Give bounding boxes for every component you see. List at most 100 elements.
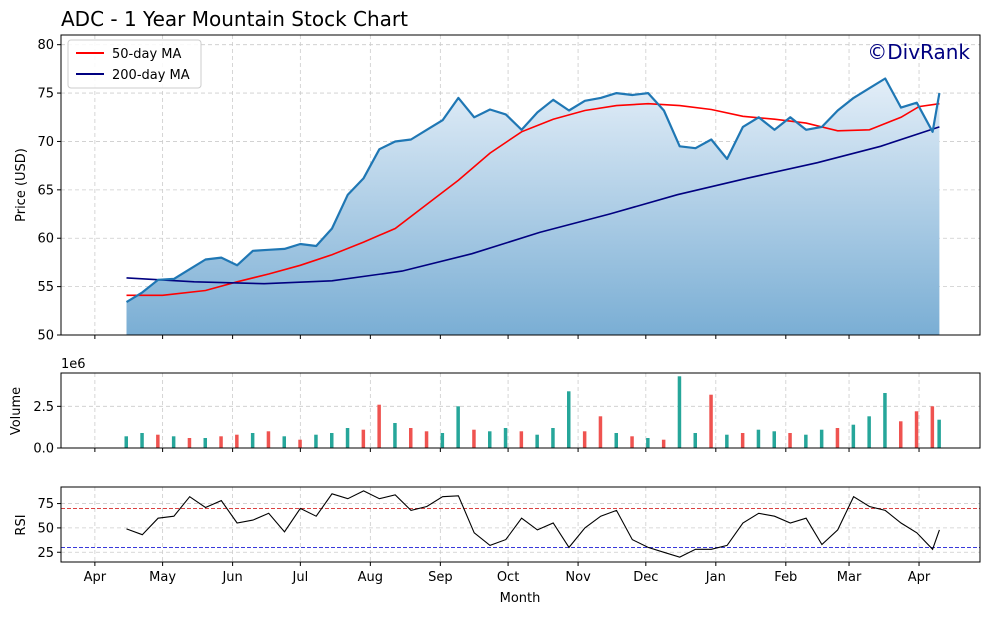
volume-bar	[646, 438, 650, 448]
x-axis-label: Month	[500, 591, 541, 606]
volume-bar	[630, 436, 634, 448]
volume-bar	[930, 406, 935, 448]
volume-bar	[709, 394, 713, 448]
x-tick-label: Jul	[292, 570, 309, 585]
volume-bar	[440, 433, 445, 448]
volume-bar	[804, 434, 808, 448]
price-y-label: Price (USD)	[14, 148, 29, 222]
volume-bar	[409, 428, 413, 448]
x-tick-label: Apr	[84, 570, 107, 585]
volume-panel: 0.0 2.5 1e6 Volume	[9, 357, 981, 457]
volume-bar	[598, 416, 603, 448]
x-tick-label: May	[149, 570, 176, 585]
volume-bar	[472, 429, 476, 448]
volume-bar	[298, 439, 302, 448]
volume-bar	[740, 433, 745, 448]
rsi-y-ticks: 25 50 75	[37, 497, 61, 561]
volume-bar	[377, 404, 381, 448]
volume-bar	[235, 434, 239, 448]
rsi-frame	[60, 486, 981, 563]
y-tick-label: 65	[37, 183, 54, 198]
volume-bar	[693, 433, 697, 448]
y-tick-label: 50	[37, 329, 54, 344]
y-tick-label: 0.0	[33, 442, 54, 457]
volume-bar	[614, 433, 618, 448]
volume-bar	[282, 436, 286, 448]
rsi-line	[126, 490, 940, 558]
volume-bar	[883, 393, 887, 448]
volume-bar	[835, 428, 840, 448]
volume-bar	[124, 436, 128, 448]
x-tick-label: Aug	[358, 570, 383, 585]
y-tick-label: 55	[37, 280, 54, 295]
volume-bar	[899, 421, 903, 448]
y-tick-label: 25	[37, 546, 54, 561]
x-tick-label: Nov	[565, 570, 591, 585]
volume-frame	[60, 372, 981, 449]
volume-bar	[819, 429, 824, 448]
watermark: ©DivRank	[867, 40, 970, 64]
legend-label-200-day-ma: 200-day MA	[112, 68, 190, 83]
volume-bar	[250, 433, 255, 448]
price-y-ticks: 50 55 60 65 70 75 80	[37, 38, 61, 344]
ma200-line	[126, 126, 940, 285]
volume-bar	[361, 429, 366, 448]
volume-bar	[266, 431, 271, 448]
price-line	[125, 77, 941, 304]
price-frame	[60, 34, 981, 336]
rsi-y-label: RSI	[14, 514, 29, 535]
x-tick-label: Apr	[908, 570, 931, 585]
volume-bars	[124, 376, 941, 448]
volume-bar	[756, 429, 761, 448]
volume-bar	[772, 431, 776, 448]
y-tick-label: 75	[37, 87, 54, 102]
x-tick-label: Jun	[221, 570, 242, 585]
volume-bar	[171, 436, 176, 448]
rsi-x-ticks: Apr May Jun Jul Aug Sep Oct Nov Dec Jan Feb Mar Apr	[84, 562, 931, 585]
volume-bar	[140, 433, 144, 448]
rsi-reference-lines	[61, 507, 980, 548]
rsi-panel: 25 50 75 Apr May Jun Jul Aug Sep Oct Nov Dec Jan Feb…	[14, 486, 981, 606]
volume-bar	[677, 376, 682, 448]
volume-bar	[456, 406, 460, 448]
volume-bar	[345, 428, 350, 448]
volume-bar	[203, 438, 207, 448]
x-tick-label: Sep	[428, 570, 453, 585]
x-tick-label: Feb	[774, 570, 797, 585]
volume-scale-label: 1e6	[61, 357, 86, 372]
volume-bar	[788, 433, 792, 448]
volume-bar	[535, 434, 539, 448]
volume-bar	[503, 428, 508, 448]
price-lines	[125, 77, 941, 304]
y-tick-label: 50	[37, 521, 54, 536]
y-tick-label: 70	[37, 135, 54, 150]
x-tick-label: Dec	[633, 570, 658, 585]
price-panel: 50 55 60 65 70 75 80 Price (USD) ©DivRank 50-d…	[14, 34, 981, 344]
volume-y-ticks: 0.0 2.5	[33, 400, 61, 457]
legend-label-50-day-ma: 50-day MA	[112, 47, 181, 62]
price-x-ticks	[94, 335, 920, 339]
y-tick-label: 75	[37, 497, 54, 512]
volume-y-label: Volume	[9, 387, 24, 435]
volume-x-ticks	[94, 448, 920, 452]
y-tick-label: 2.5	[33, 400, 54, 415]
volume-bar	[156, 434, 160, 448]
y-tick-label: 80	[37, 38, 54, 53]
volume-bar	[725, 434, 729, 448]
volume-bar	[488, 431, 492, 448]
volume-bar	[582, 431, 587, 448]
volume-bar	[314, 434, 318, 448]
legend: 50-day MA 200-day MA	[67, 39, 202, 89]
volume-bar	[867, 416, 871, 448]
chart-title: ADC - 1 Year Mountain Stock Chart	[61, 7, 408, 31]
volume-bar	[914, 411, 919, 448]
volume-bar	[851, 424, 856, 448]
volume-bar	[937, 419, 941, 448]
rsi-line-group	[126, 490, 940, 558]
volume-bar	[219, 436, 223, 448]
volume-bar	[567, 391, 571, 448]
x-tick-label: Mar	[837, 570, 862, 585]
x-tick-label: Oct	[497, 570, 519, 585]
